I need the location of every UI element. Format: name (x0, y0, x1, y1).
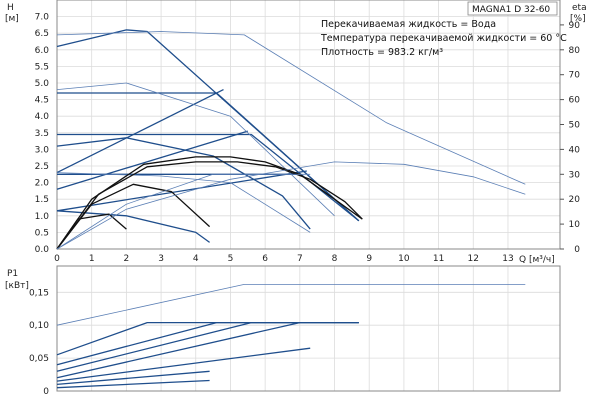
y-tick-label: 1.0 (35, 212, 50, 222)
y-tick-label: 3.5 (35, 129, 49, 139)
x-tick-label: 1 (89, 254, 95, 264)
y-axis-unit: [м] (5, 14, 19, 24)
y-tick-label: 3.0 (35, 145, 50, 155)
y2-tick-label: 20 (569, 195, 581, 205)
x-tick-label: 3 (158, 254, 164, 264)
y2-tick-label: 90 (569, 21, 581, 31)
efficiency-curve (56, 213, 127, 250)
head-curve (56, 89, 224, 174)
y-tick-label: 2.5 (35, 162, 49, 172)
y-tick-label: 0.0 (35, 245, 50, 255)
y2-tick-label: 40 (569, 145, 581, 155)
y-tick-label: 5.0 (35, 79, 50, 89)
efficiency-curve (56, 161, 363, 250)
info-liquid: Перекачиваемая жидкость = Вода (321, 19, 496, 30)
y-tick-label: 4.5 (35, 96, 49, 106)
power-curve (56, 370, 210, 386)
head-curve (56, 172, 311, 233)
power-curve (56, 321, 359, 356)
power-curve (56, 347, 311, 382)
head-curve (56, 82, 335, 217)
y2-tick-label: 60 (569, 96, 581, 106)
efficiency-curve (56, 161, 526, 250)
y-axis-title: H (7, 3, 14, 13)
power-curve (56, 379, 210, 389)
x-tick-label: 6 (262, 254, 268, 264)
efficiency-curve (56, 173, 311, 250)
head-curve (56, 130, 248, 190)
x-tick-label: 13 (502, 254, 513, 264)
info-density: Плотность = 983.2 кг/м³ (321, 47, 443, 58)
p1-y-tick-label: 0 (43, 387, 49, 397)
x-tick-label: 2 (124, 254, 130, 264)
x-tick-label: 0 (54, 254, 60, 264)
power-curve (56, 321, 359, 372)
y2-tick-label: 50 (569, 121, 581, 131)
head-curve (56, 31, 526, 185)
head-curve (57, 133, 360, 222)
x-tick-label: 11 (433, 254, 444, 264)
x-tick-label: 8 (332, 254, 338, 264)
power-series (56, 283, 526, 389)
y-tick-label: 4.0 (35, 112, 50, 122)
head-curve (56, 137, 311, 230)
x-tick-label: 7 (297, 254, 303, 264)
y-tick-label: 5.5 (35, 62, 49, 72)
y-tick-label: 1.5 (35, 195, 49, 205)
p1-axis-unit: [кВт] (5, 281, 29, 291)
y-tick-label: 2.0 (35, 179, 50, 189)
x-tick-label: 5 (228, 254, 234, 264)
bottom-plot-frame (56, 265, 561, 392)
axis-ticks: 0 1 2 3 4 5 6 7 8 9 10 11 12 130.00.51.01.52.02.53.03… (29, 13, 580, 397)
model-label-box (467, 1, 558, 16)
y2-axis-title: eta (572, 3, 587, 13)
y2-axis-unit: [%] (570, 14, 586, 24)
y-tick-label: 6.0 (35, 46, 50, 56)
y2-tick-label: 80 (569, 46, 581, 56)
y2-tick-label: 70 (569, 71, 581, 81)
p1-y-tick-label: 0,10 (29, 321, 49, 331)
x-tick-label: 9 (366, 254, 372, 264)
x-tick-label: 4 (193, 254, 199, 264)
x-tick-label: 12 (468, 254, 479, 264)
p1-y-tick-label: 0,05 (29, 354, 49, 364)
y2-tick-label: 30 (569, 170, 581, 180)
efficiency-curve (56, 156, 363, 250)
head-curve (56, 170, 307, 212)
power-curve (56, 321, 300, 379)
head-efficiency-series (56, 29, 526, 250)
top-grid (56, 0, 561, 250)
head-curve (56, 210, 210, 243)
power-curve (56, 283, 526, 326)
y2-tick-label: 10 (569, 220, 581, 230)
y-tick-label: 7.0 (35, 13, 50, 23)
y-tick-label: 0.5 (35, 228, 49, 238)
info-temperature: Температура перекачиваемой жидкости = 60… (320, 33, 567, 44)
p1-y-tick-label: 0,15 (29, 288, 49, 298)
model-label: MAGNA1 D 32-60 (472, 5, 550, 15)
y-tick-label: 6.5 (35, 29, 49, 39)
y2-tick-label: 0 (574, 245, 580, 255)
x-tick-label: 10 (398, 254, 410, 264)
x-axis-title: Q [м³/ч] (519, 255, 555, 265)
p1-axis-title: P1 (7, 269, 18, 279)
